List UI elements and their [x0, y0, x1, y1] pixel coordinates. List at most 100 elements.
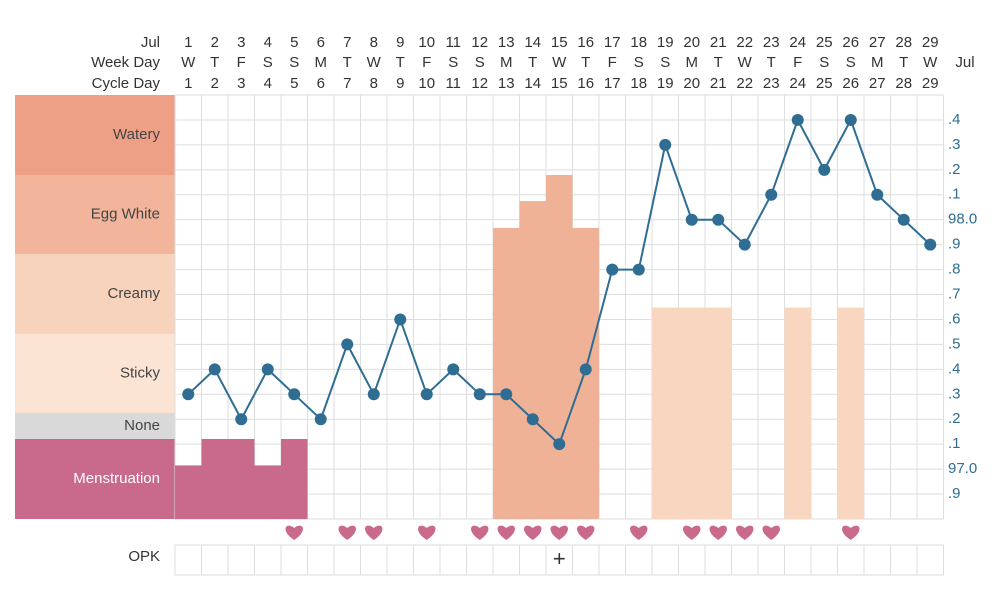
y-tick-label: .4 — [948, 360, 961, 377]
day-label: F — [793, 54, 802, 71]
day-label: 13 — [498, 75, 515, 92]
day-label: 16 — [577, 75, 594, 92]
temperature-point — [261, 363, 274, 376]
temperature-point — [871, 188, 884, 201]
day-label: 16 — [577, 34, 594, 51]
y-tick-label: .7 — [948, 285, 961, 302]
day-label: S — [634, 54, 644, 71]
fluid-band — [15, 175, 175, 254]
y-tick-label: .1 — [948, 435, 961, 452]
day-label: 23 — [763, 34, 780, 51]
temperature-point — [553, 438, 566, 451]
day-label: 13 — [498, 34, 515, 51]
temperature-point — [606, 263, 619, 276]
band-label: None — [124, 417, 160, 434]
heart — [365, 525, 383, 540]
day-label: W — [367, 54, 382, 71]
temperature-point — [526, 413, 539, 426]
temperature-point — [738, 238, 751, 251]
day-label: 14 — [524, 75, 541, 92]
day-label: M — [315, 54, 328, 71]
band-label: Menstruation — [73, 470, 160, 487]
day-label: T — [528, 54, 537, 71]
heart — [577, 525, 595, 540]
y-tick-label: .3 — [948, 385, 961, 402]
day-label: 2 — [211, 34, 219, 51]
day-label: 6 — [317, 75, 325, 92]
temperature-point — [500, 388, 513, 401]
day-label: 27 — [869, 75, 886, 92]
day-label: 21 — [710, 34, 727, 51]
day-label: S — [475, 54, 485, 71]
temperature-point — [818, 163, 831, 176]
day-label: 15 — [551, 75, 568, 92]
fluid-band — [15, 254, 175, 334]
opk-result: + — [553, 546, 566, 571]
temperature-point — [924, 238, 937, 251]
y-tick-label: 98.0 — [948, 211, 977, 228]
day-label: S — [819, 54, 829, 71]
day-label: 3 — [237, 34, 245, 51]
heart — [630, 525, 648, 540]
day-label: 19 — [657, 75, 674, 92]
y-tick-label: .9 — [948, 236, 961, 253]
day-label: 26 — [842, 34, 859, 51]
y-tick-label: 97.0 — [948, 460, 977, 477]
day-label: 11 — [445, 75, 461, 92]
temperature-point — [182, 388, 195, 401]
temperature-point — [632, 263, 645, 276]
day-label: T — [714, 54, 723, 71]
band-label: Sticky — [120, 364, 161, 381]
y-tick-label: .4 — [948, 111, 961, 128]
day-label: 10 — [418, 34, 435, 51]
fluid-bar — [228, 439, 255, 519]
day-label: 9 — [396, 34, 404, 51]
day-label: T — [581, 54, 590, 71]
day-label: 21 — [710, 75, 727, 92]
temperature-point — [420, 388, 433, 401]
day-label: 29 — [922, 34, 939, 51]
day-label: S — [263, 54, 273, 71]
fluid-bar — [784, 307, 811, 519]
heart — [550, 525, 568, 540]
fluid-bar — [201, 439, 228, 519]
day-label: 12 — [471, 34, 488, 51]
day-label: 22 — [736, 34, 753, 51]
day-label: 15 — [551, 34, 568, 51]
fluid-band — [15, 439, 175, 519]
temperature-point — [791, 113, 804, 126]
temperature-point — [208, 363, 221, 376]
temperature-point — [314, 413, 327, 426]
day-label: 26 — [842, 75, 859, 92]
temperature-point — [897, 213, 910, 226]
day-label: 25 — [816, 34, 833, 51]
heart — [683, 525, 701, 540]
day-label: 18 — [630, 75, 647, 92]
day-label: W — [923, 54, 938, 71]
fluid-bar — [519, 201, 546, 519]
day-label: S — [846, 54, 856, 71]
fluid-band — [15, 334, 175, 413]
y-tick-label: .9 — [948, 485, 961, 502]
temperature-point — [447, 363, 460, 376]
day-label: 3 — [237, 75, 245, 92]
temperature-point — [394, 313, 407, 326]
opk-box — [174, 544, 944, 576]
day-label: 12 — [471, 75, 488, 92]
temperature-point — [473, 388, 486, 401]
day-label: 24 — [789, 75, 806, 92]
month-label: Jul — [955, 54, 974, 71]
day-label: 17 — [604, 75, 621, 92]
day-label: 7 — [343, 75, 351, 92]
day-label: 2 — [211, 75, 219, 92]
fluid-band — [15, 95, 175, 175]
fluid-bar — [678, 307, 705, 519]
day-label: 20 — [683, 75, 700, 92]
temperature-point — [765, 188, 778, 201]
day-label: 14 — [524, 34, 541, 51]
fluid-bar — [546, 175, 573, 519]
day-label: S — [448, 54, 458, 71]
day-label: M — [871, 54, 884, 71]
day-label: 25 — [816, 75, 833, 92]
row-label: Week Day — [91, 54, 160, 71]
